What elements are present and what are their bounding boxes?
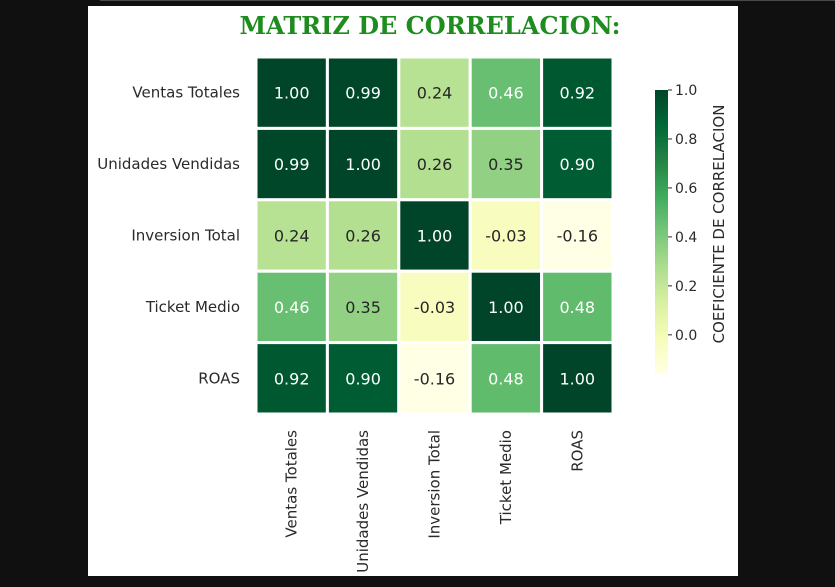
row-label: Ticket Medio — [145, 298, 240, 316]
cell-value-label: 0.26 — [417, 155, 453, 174]
heatmap-cell — [540, 269, 615, 345]
column-label: Ventas Totales — [283, 430, 301, 538]
colorbar-gradient — [655, 90, 668, 374]
cell-value-label: 0.99 — [274, 155, 310, 174]
colorbar-tick-label: 0.2 — [675, 279, 697, 295]
heatmap-cell — [254, 341, 329, 416]
cell-value-label: -0.16 — [414, 369, 455, 388]
colorbar-label: COEFICIENTE DE CORRELACION — [710, 105, 728, 344]
column-label: Ticket Medio — [497, 430, 515, 525]
top-divider-line — [100, 0, 835, 4]
cell-value-label: 0.99 — [345, 84, 381, 103]
column-labels: Ventas Totales Unidades Vendidas Inversion… — [283, 430, 587, 573]
heatmap-cell — [325, 269, 401, 345]
cell-value-label: 0.90 — [559, 155, 595, 174]
heatmap-cell — [397, 341, 472, 416]
column-label: Inversion Total — [426, 430, 444, 539]
heatmap-cell — [254, 269, 329, 345]
cell-value-label: 0.35 — [345, 298, 381, 317]
cell-value-label: 0.46 — [274, 298, 310, 317]
correlation-heatmap: MATRIZ DE CORRELACION: 1.00 0.99 0.24 0.46 0… — [97, 11, 728, 573]
colorbar: 1.0 0.8 0.6 0.4 0.2 0.0 COEFICIENTE DE CORRELA… — [655, 83, 728, 374]
cell-value-label: 1.00 — [345, 155, 381, 174]
cell-value-label: 1.00 — [274, 84, 310, 103]
cell-value-label: 1.00 — [488, 298, 524, 317]
row-label: Unidades Vendidas — [97, 155, 240, 173]
colorbar-tick-label: 0.8 — [675, 132, 697, 148]
colorbar-tick-label: 0.4 — [675, 230, 697, 246]
cell-value-label: -0.03 — [485, 227, 526, 246]
colorbar-tick-label: 0.6 — [675, 181, 697, 197]
cell-value-label: 0.46 — [488, 84, 524, 103]
heatmap-cell — [397, 126, 472, 202]
heatmap-cell — [254, 126, 329, 202]
cell-value-label: 0.90 — [345, 369, 381, 388]
cell-value-label: 0.24 — [417, 84, 453, 103]
row-label: Inversion Total — [131, 227, 240, 245]
colorbar-tick-label: 1.0 — [675, 83, 697, 99]
cell-value-label: 0.48 — [488, 369, 524, 388]
column-label: ROAS — [568, 430, 586, 472]
heatmap-cell — [540, 341, 615, 416]
row-labels: Ventas Totales Unidades Vendidas Inversion… — [97, 84, 240, 388]
cell-value-label: 1.00 — [559, 369, 595, 388]
heatmap-cell — [540, 126, 615, 202]
cell-value-label: 1.00 — [417, 227, 453, 246]
cell-value-label: 0.92 — [274, 369, 310, 388]
cell-value-label: 0.35 — [488, 155, 524, 174]
cell-value-label: 0.24 — [274, 227, 310, 246]
column-label: Unidades Vendidas — [354, 430, 372, 573]
heatmap-cells: 1.00 0.99 0.24 0.46 0.92 0.99 1.00 0.26 0.35 0.90… — [254, 55, 615, 416]
cell-value-label: 0.92 — [559, 84, 595, 103]
cell-value-label: -0.16 — [557, 227, 598, 246]
heatmap-cell — [325, 341, 401, 416]
chart-panel: MATRIZ DE CORRELACION: 1.00 0.99 0.24 0.46 0… — [88, 6, 738, 576]
heatmap-cell — [468, 269, 544, 345]
cell-value-label: 0.48 — [559, 298, 595, 317]
heatmap-cell — [325, 198, 401, 273]
row-label: ROAS — [198, 369, 240, 387]
heatmap-cell — [468, 198, 544, 273]
row-label: Ventas Totales — [132, 84, 240, 102]
cell-value-label: 0.26 — [345, 227, 381, 246]
chart-title: MATRIZ DE CORRELACION: — [239, 11, 620, 40]
cell-value-label: -0.03 — [414, 298, 455, 317]
colorbar-tick-label: 0.0 — [675, 328, 697, 344]
